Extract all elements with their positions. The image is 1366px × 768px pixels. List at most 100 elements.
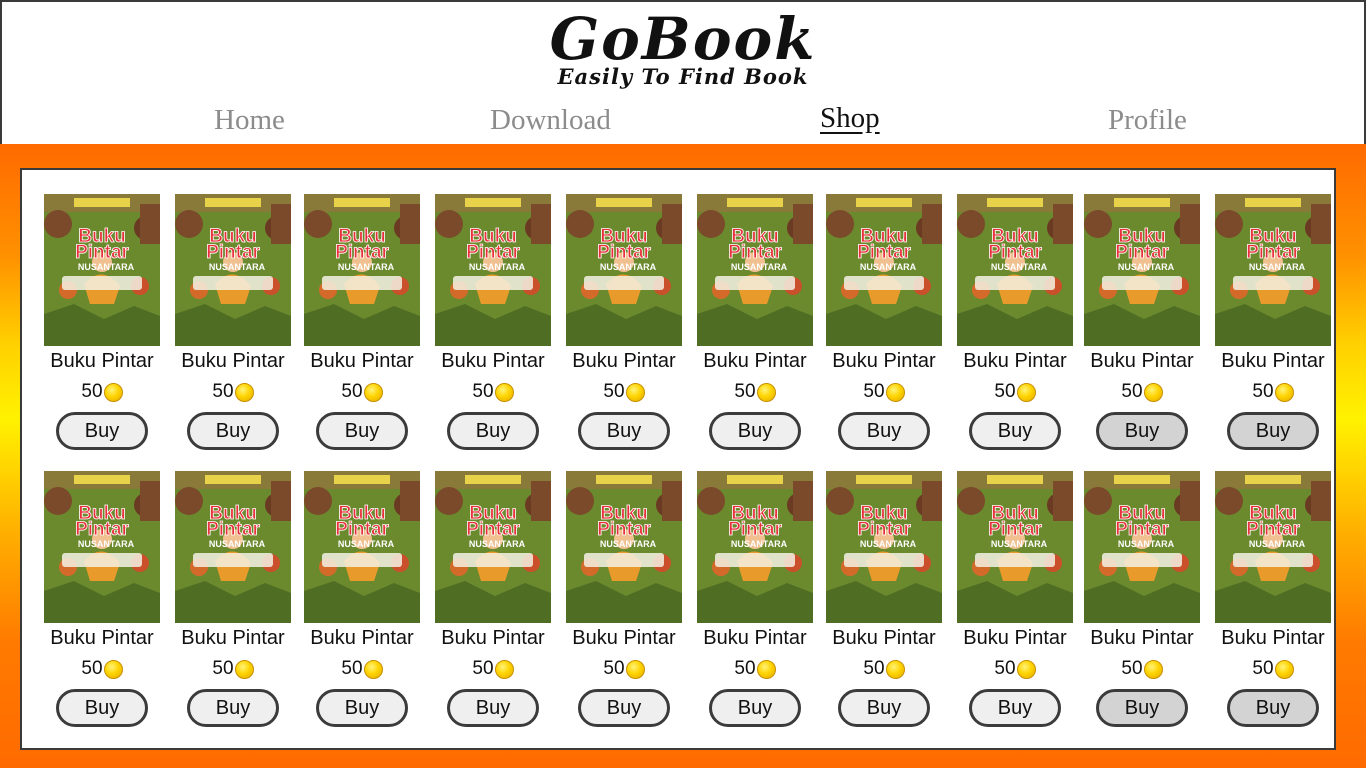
book-title: Buku Pintar bbox=[310, 350, 414, 372]
svg-text:Pintar: Pintar bbox=[728, 242, 782, 263]
buy-button[interactable]: Buy bbox=[56, 412, 148, 450]
book-title: Buku Pintar bbox=[832, 627, 936, 649]
svg-text:NUSANTARA: NUSANTARA bbox=[860, 539, 917, 549]
product-card[interactable]: Buku Pintar NUSANTARA Buku Pintar 50 Buy bbox=[1080, 194, 1204, 450]
buy-button[interactable]: Buy bbox=[447, 689, 539, 727]
svg-text:Buku: Buku bbox=[860, 503, 908, 524]
svg-text:Buku: Buku bbox=[78, 226, 126, 247]
book-cover-image: Buku Pintar NUSANTARA bbox=[1084, 194, 1200, 346]
product-card[interactable]: Buku Pintar NUSANTARA Buku Pintar 50 Buy bbox=[40, 471, 164, 727]
book-title: Buku Pintar bbox=[1221, 350, 1325, 372]
product-card[interactable]: Buku Pintar NUSANTARA Buku Pintar 50 Buy bbox=[693, 471, 817, 727]
product-card[interactable]: Buku Pintar NUSANTARA Buku Pintar 50 Buy bbox=[431, 194, 555, 450]
product-card[interactable]: Buku Pintar NUSANTARA Buku Pintar 50 Buy bbox=[693, 194, 817, 450]
nav-shop[interactable]: Shop bbox=[820, 102, 880, 134]
price: 50 bbox=[472, 381, 494, 402]
product-card[interactable]: Buku Pintar NUSANTARA Buku Pintar 50 Buy bbox=[300, 194, 424, 450]
svg-text:Pintar: Pintar bbox=[466, 519, 520, 540]
price: 50 bbox=[994, 381, 1016, 402]
book-cover-image: Buku Pintar NUSANTARA bbox=[44, 194, 160, 346]
buy-button[interactable]: Buy bbox=[1096, 412, 1188, 450]
buy-button[interactable]: Buy bbox=[1227, 412, 1319, 450]
price: 50 bbox=[212, 381, 234, 402]
product-card[interactable]: Buku Pintar NUSANTARA Buku Pintar 50 Buy bbox=[300, 471, 424, 727]
buy-button[interactable]: Buy bbox=[578, 689, 670, 727]
product-card[interactable]: Buku Pintar NUSANTARA Buku Pintar 50 Buy bbox=[822, 471, 946, 727]
coin-icon bbox=[1016, 659, 1036, 679]
svg-text:NUSANTARA: NUSANTARA bbox=[1118, 539, 1175, 549]
buy-button[interactable]: Buy bbox=[969, 689, 1061, 727]
product-card[interactable]: Buku Pintar NUSANTARA Buku Pintar 50 Buy bbox=[953, 194, 1077, 450]
svg-text:NUSANTARA: NUSANTARA bbox=[209, 262, 266, 272]
price-row: 50 bbox=[1080, 381, 1204, 403]
svg-text:Buku: Buku bbox=[469, 503, 517, 524]
buy-button[interactable]: Buy bbox=[1096, 689, 1188, 727]
nav-profile[interactable]: Profile bbox=[1108, 104, 1187, 136]
coin-icon bbox=[756, 382, 776, 402]
svg-text:Pintar: Pintar bbox=[597, 519, 651, 540]
svg-text:Pintar: Pintar bbox=[988, 519, 1042, 540]
svg-text:Pintar: Pintar bbox=[206, 519, 260, 540]
buy-button[interactable]: Buy bbox=[838, 412, 930, 450]
price-row: 50 bbox=[1211, 658, 1335, 680]
product-card[interactable]: Buku Pintar NUSANTARA Buku Pintar 50 Buy bbox=[1211, 194, 1335, 450]
svg-text:NUSANTARA: NUSANTARA bbox=[731, 539, 788, 549]
product-card[interactable]: Buku Pintar NUSANTARA Buku Pintar 50 Buy bbox=[562, 471, 686, 727]
book-cover-image: Buku Pintar NUSANTARA bbox=[175, 471, 291, 623]
product-card[interactable]: Buku Pintar NUSANTARA Buku Pintar 50 Buy bbox=[562, 194, 686, 450]
product-card[interactable]: Buku Pintar NUSANTARA Buku Pintar 50 Buy bbox=[171, 194, 295, 450]
svg-text:Buku: Buku bbox=[338, 503, 386, 524]
coin-icon bbox=[234, 659, 254, 679]
coin-icon bbox=[494, 659, 514, 679]
book-cover-image: Buku Pintar NUSANTARA bbox=[566, 194, 682, 346]
svg-text:Pintar: Pintar bbox=[75, 519, 129, 540]
product-card[interactable]: Buku Pintar NUSANTARA Buku Pintar 50 Buy bbox=[40, 194, 164, 450]
book-cover-image: Buku Pintar NUSANTARA bbox=[697, 194, 813, 346]
buy-button[interactable]: Buy bbox=[187, 412, 279, 450]
buy-button[interactable]: Buy bbox=[969, 412, 1061, 450]
buy-button[interactable]: Buy bbox=[316, 689, 408, 727]
buy-button[interactable]: Buy bbox=[709, 689, 801, 727]
svg-text:Buku: Buku bbox=[209, 503, 257, 524]
price: 50 bbox=[341, 381, 363, 402]
buy-button[interactable]: Buy bbox=[709, 412, 801, 450]
price-row: 50 bbox=[171, 658, 295, 680]
svg-text:NUSANTARA: NUSANTARA bbox=[209, 539, 266, 549]
svg-text:NUSANTARA: NUSANTARA bbox=[600, 262, 657, 272]
product-card[interactable]: Buku Pintar NUSANTARA Buku Pintar 50 Buy bbox=[1080, 471, 1204, 727]
svg-text:NUSANTARA: NUSANTARA bbox=[600, 539, 657, 549]
coin-icon bbox=[1274, 382, 1294, 402]
price: 50 bbox=[1121, 381, 1143, 402]
book-title: Buku Pintar bbox=[703, 350, 807, 372]
price: 50 bbox=[994, 658, 1016, 679]
nav-home[interactable]: Home bbox=[214, 104, 285, 136]
buy-button[interactable]: Buy bbox=[838, 689, 930, 727]
buy-button[interactable]: Buy bbox=[1227, 689, 1319, 727]
buy-button[interactable]: Buy bbox=[316, 412, 408, 450]
price: 50 bbox=[603, 658, 625, 679]
product-card[interactable]: Buku Pintar NUSANTARA Buku Pintar 50 Buy bbox=[1211, 471, 1335, 727]
coin-icon bbox=[103, 659, 123, 679]
svg-text:Buku: Buku bbox=[991, 503, 1039, 524]
buy-button[interactable]: Buy bbox=[578, 412, 670, 450]
buy-button[interactable]: Buy bbox=[187, 689, 279, 727]
product-card[interactable]: Buku Pintar NUSANTARA Buku Pintar 50 Buy bbox=[431, 471, 555, 727]
price: 50 bbox=[863, 658, 885, 679]
product-card[interactable]: Buku Pintar NUSANTARA Buku Pintar 50 Buy bbox=[953, 471, 1077, 727]
svg-text:Pintar: Pintar bbox=[728, 519, 782, 540]
svg-text:NUSANTARA: NUSANTARA bbox=[1249, 539, 1306, 549]
svg-text:NUSANTARA: NUSANTARA bbox=[78, 262, 135, 272]
product-card[interactable]: Buku Pintar NUSANTARA Buku Pintar 50 Buy bbox=[822, 194, 946, 450]
price-row: 50 bbox=[431, 658, 555, 680]
svg-text:Buku: Buku bbox=[991, 226, 1039, 247]
price: 50 bbox=[734, 658, 756, 679]
buy-button[interactable]: Buy bbox=[56, 689, 148, 727]
logo[interactable]: GoBook Easily To Find Book bbox=[2, 2, 1364, 90]
product-card[interactable]: Buku Pintar NUSANTARA Buku Pintar 50 Buy bbox=[171, 471, 295, 727]
price-row: 50 bbox=[562, 381, 686, 403]
buy-button[interactable]: Buy bbox=[447, 412, 539, 450]
book-title: Buku Pintar bbox=[181, 627, 285, 649]
nav-download[interactable]: Download bbox=[490, 104, 611, 136]
svg-text:NUSANTARA: NUSANTARA bbox=[991, 539, 1048, 549]
coin-icon bbox=[234, 382, 254, 402]
